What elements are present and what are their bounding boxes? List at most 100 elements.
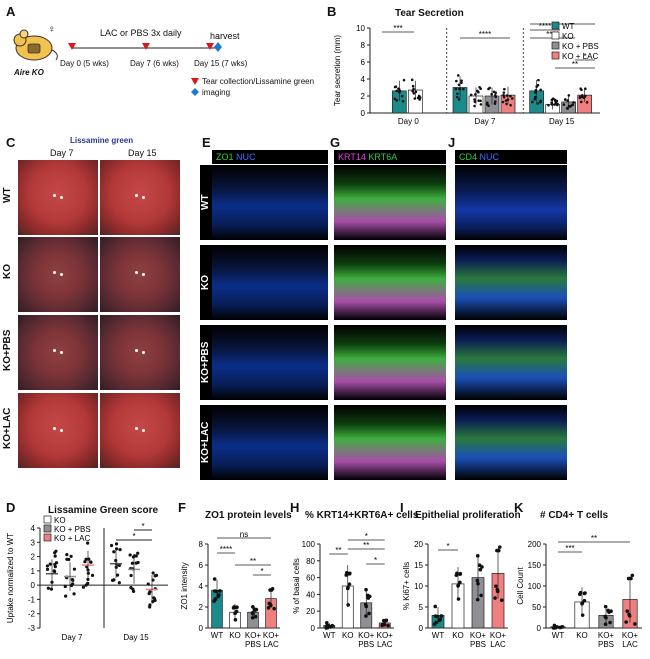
ytick-label: 8 bbox=[199, 540, 204, 549]
b-point bbox=[418, 98, 421, 101]
b-legend-swatch bbox=[551, 41, 560, 50]
data-point bbox=[476, 581, 480, 586]
stain-label-1: KRT14 bbox=[338, 152, 366, 162]
category-label: LAC bbox=[263, 640, 279, 649]
data-point bbox=[479, 593, 483, 598]
panel-k-title: # CD4+ T cells bbox=[540, 510, 609, 521]
data-point bbox=[454, 573, 459, 577]
mouse-icon: ♀ bbox=[13, 24, 58, 61]
b-point bbox=[411, 84, 415, 88]
b-point bbox=[473, 104, 476, 108]
b-point bbox=[479, 103, 483, 106]
ytick-label: 20 bbox=[414, 540, 423, 549]
b-point bbox=[412, 92, 416, 95]
lissamine-eye-image bbox=[100, 393, 180, 468]
d-point bbox=[72, 592, 76, 596]
category-label: PBS bbox=[245, 640, 261, 649]
b-point bbox=[457, 98, 461, 101]
b-sig-label: * bbox=[561, 20, 564, 25]
b-point bbox=[478, 85, 481, 89]
d-point bbox=[117, 581, 121, 585]
d-legend-label: KO + LAC bbox=[54, 534, 90, 543]
lissamine-title: Lissamine green bbox=[70, 136, 134, 145]
category-label: KO+ bbox=[490, 631, 507, 640]
d-point bbox=[147, 591, 151, 596]
b-legend-label: KO bbox=[562, 32, 574, 41]
data-point bbox=[553, 625, 558, 630]
sig-label: *** bbox=[565, 544, 574, 553]
b-point bbox=[473, 100, 477, 104]
category-label: PBS bbox=[598, 640, 614, 649]
col-day15: Day 15 bbox=[128, 148, 157, 158]
sig-label: * bbox=[365, 532, 368, 541]
c-row-kolac: KO+LAC bbox=[2, 407, 13, 449]
category-label: KO+ bbox=[263, 631, 280, 640]
d-point bbox=[87, 557, 91, 561]
ytick-label: 0 bbox=[537, 624, 542, 633]
b-point bbox=[539, 99, 542, 103]
eye-reflection bbox=[135, 426, 139, 430]
ytick-label: 5 bbox=[419, 603, 424, 612]
legend-imaging: imaging bbox=[202, 88, 231, 97]
b-point bbox=[504, 99, 508, 102]
ytick-label: 40 bbox=[306, 590, 315, 599]
d-point bbox=[129, 573, 133, 578]
lissamine-score-chart: -3 -2 -1 0 1 2 3 4 Uptake normalized to WT Day 7 D… bbox=[6, 515, 168, 642]
data-point bbox=[582, 591, 587, 596]
ytick-label: 100 bbox=[302, 540, 316, 549]
b-sig-label: **** bbox=[479, 30, 491, 39]
eye-reflection bbox=[59, 351, 63, 354]
panel-i-title: Epithelial proliferation bbox=[415, 510, 521, 521]
data-point bbox=[456, 584, 460, 588]
data-point bbox=[363, 602, 368, 607]
d-point bbox=[54, 561, 59, 565]
b-point bbox=[457, 83, 461, 87]
d-point bbox=[52, 570, 57, 574]
category-label: KO+ bbox=[622, 631, 639, 640]
ytick-label: 2 bbox=[199, 603, 204, 612]
data-point bbox=[627, 614, 632, 618]
timeline-axis bbox=[68, 38, 222, 52]
d-point bbox=[45, 567, 50, 571]
fluorescence-image bbox=[455, 165, 567, 240]
panel-j-letter: J bbox=[448, 135, 456, 150]
d-ytick-label: 3 bbox=[31, 538, 36, 547]
d-point bbox=[146, 582, 150, 586]
b-point bbox=[547, 103, 550, 107]
d-point bbox=[90, 573, 95, 577]
c-row-kopbs: KO+PBS bbox=[2, 329, 13, 371]
d-ytick-label: 1 bbox=[31, 567, 36, 576]
eye-reflection bbox=[141, 196, 145, 199]
col-day7: Day 7 bbox=[50, 148, 74, 158]
d-point bbox=[115, 573, 120, 577]
ytick-label: 20 bbox=[306, 607, 315, 616]
category-label: WT bbox=[552, 631, 565, 640]
panel-h-letter: H bbox=[290, 500, 300, 515]
ytick-label: 200 bbox=[528, 540, 542, 549]
data-point bbox=[458, 580, 462, 585]
d-ytick-label: -2 bbox=[28, 610, 36, 619]
b-point bbox=[402, 78, 406, 82]
d-point bbox=[45, 564, 50, 568]
b-legend-swatch bbox=[551, 21, 560, 30]
b-point bbox=[502, 91, 506, 94]
legend-tear-collection: Tear collection/Lissamine green bbox=[202, 77, 315, 86]
category-label: KO bbox=[452, 631, 464, 640]
b-legend-label: KO + LAC bbox=[562, 52, 598, 61]
data-point bbox=[269, 588, 274, 592]
d-point bbox=[72, 567, 77, 571]
fluorescence-image bbox=[212, 405, 328, 480]
timeline-day0: Day 0 (5 wks) bbox=[60, 59, 109, 68]
d-point bbox=[118, 548, 122, 552]
b-point bbox=[566, 99, 569, 102]
b-point bbox=[567, 94, 571, 97]
eye-reflection bbox=[135, 270, 139, 274]
d-ytick-label: 2 bbox=[31, 553, 36, 562]
data-point bbox=[233, 617, 238, 622]
b-point bbox=[511, 97, 514, 100]
category-label: LAC bbox=[377, 640, 393, 649]
data-point bbox=[608, 620, 612, 625]
b-ytick-label: 8 bbox=[361, 41, 366, 50]
b-point bbox=[533, 95, 537, 99]
